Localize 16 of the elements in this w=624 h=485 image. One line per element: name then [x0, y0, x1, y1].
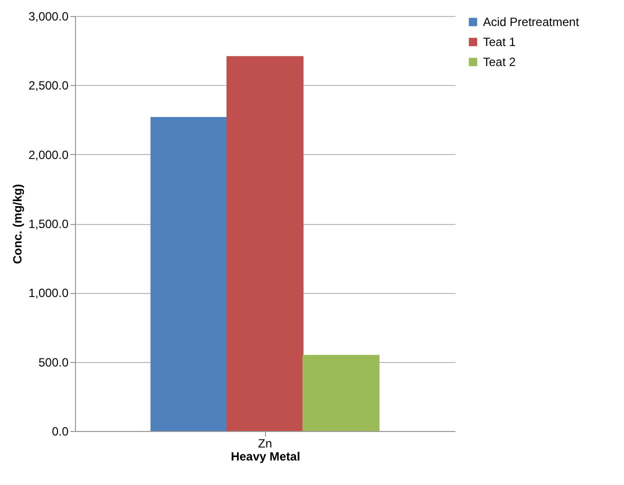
y-tick-label: 3,000.0 [28, 10, 69, 24]
y-tick-label: 2,000.0 [28, 148, 69, 162]
y-axis-title: Conc. (mg/kg) [10, 184, 24, 264]
bar [226, 56, 304, 431]
legend-label: Teat 1 [483, 35, 516, 49]
y-tick-label: 1,000.0 [28, 286, 69, 300]
bar [302, 354, 380, 431]
y-tick-label: 2,500.0 [28, 78, 69, 93]
legend-label: Acid Pretreatment [483, 15, 580, 29]
y-tick-label: 1,500.0 [28, 217, 69, 231]
legend-label: Teat 2 [483, 55, 516, 69]
y-tick-label: 0.0 [52, 424, 69, 438]
x-axis-title: Heavy Metal [230, 450, 300, 464]
x-tick-label: Zn [258, 436, 272, 450]
y-tick-label: 500.0 [38, 355, 69, 370]
bar [150, 116, 228, 431]
